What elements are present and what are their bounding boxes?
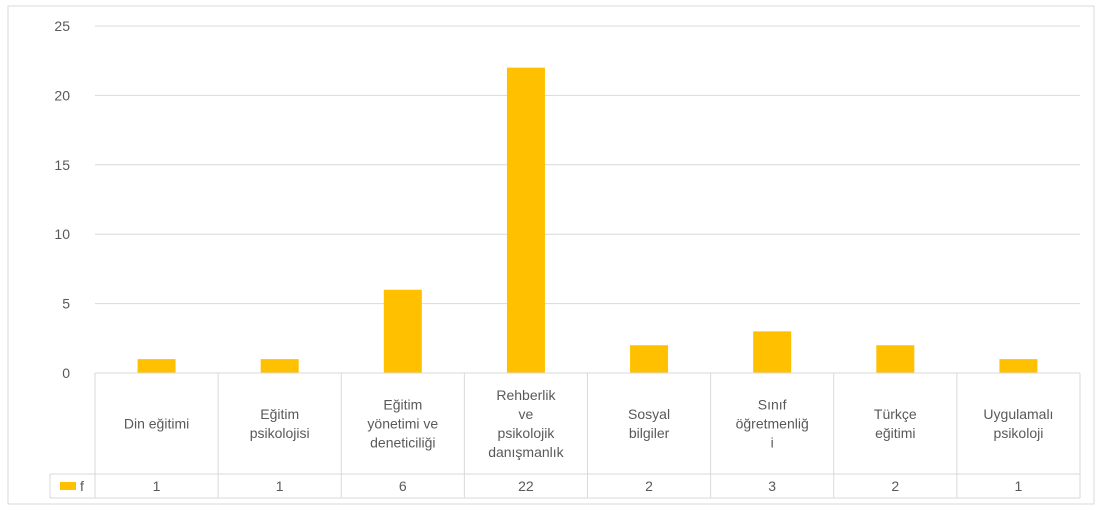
category-label: Rehberlik ve psikolojik danışmanlık xyxy=(488,387,564,460)
gridlines xyxy=(95,25,1080,305)
category-label-line: Sınıf xyxy=(758,396,787,412)
legend-label: f xyxy=(80,478,84,494)
bar xyxy=(260,359,299,373)
category-label-line: eğitimi xyxy=(875,425,915,441)
category-label-line: psikolojik xyxy=(498,425,556,441)
bar xyxy=(506,67,545,373)
category-label: Eğitim psikolojisi xyxy=(250,406,310,441)
category-label: Sınıf öğretmenliğ i xyxy=(736,396,809,450)
category-label-line: i xyxy=(771,434,774,450)
category-label-line: Eğitim xyxy=(260,406,299,422)
category-label: Sosyal bilgiler xyxy=(628,406,670,441)
legend-swatch xyxy=(60,482,76,490)
category-label-line: yönetimi ve xyxy=(367,415,438,431)
category-label-line: Eğitim xyxy=(383,396,422,412)
bar xyxy=(630,345,669,373)
data-table-value: 3 xyxy=(768,478,776,494)
y-tick-label: 15 xyxy=(54,157,70,173)
data-table: Din eğitimi Eğitim psikolojisi Eğitim yöneti… xyxy=(49,372,1081,499)
category-label: Uygulamalı psikoloji xyxy=(983,406,1053,441)
y-axis-ticks: 0 5 10 15 20 25 xyxy=(54,18,70,381)
category-label-line: psikolojisi xyxy=(250,425,310,441)
y-tick-label: 10 xyxy=(54,226,70,242)
y-tick-label: 5 xyxy=(62,296,70,312)
data-table-value: 1 xyxy=(153,478,161,494)
data-table-value: 1 xyxy=(1015,478,1023,494)
category-label-line: ve xyxy=(519,406,534,422)
bar xyxy=(999,359,1038,373)
category-label-line: Sosyal xyxy=(628,406,670,422)
bar xyxy=(383,289,422,373)
category-label-line: Din eğitimi xyxy=(124,415,189,431)
data-table-value: 1 xyxy=(276,478,284,494)
bar xyxy=(876,345,915,373)
y-tick-label: 0 xyxy=(62,365,70,381)
chart-border xyxy=(7,5,1095,505)
y-tick-label: 20 xyxy=(54,87,70,103)
data-table-value: 22 xyxy=(518,478,534,494)
bars xyxy=(137,67,1038,373)
category-label-line: Türkçe xyxy=(874,406,917,422)
category-label-line: Uygulamalı xyxy=(983,406,1053,422)
data-table-value: 6 xyxy=(399,478,407,494)
data-table-value: 2 xyxy=(645,478,653,494)
category-label: Eğitim yönetimi ve deneticiliği xyxy=(367,396,438,450)
y-tick-label: 25 xyxy=(54,18,70,34)
category-label: Din eğitimi xyxy=(124,415,189,431)
category-label: Türkçe eğitimi xyxy=(874,406,917,441)
category-label-line: deneticiliği xyxy=(370,434,435,450)
category-label-line: danışmanlık xyxy=(488,444,564,460)
category-label-line: psikoloji xyxy=(994,425,1044,441)
bar xyxy=(137,359,176,373)
category-label-line: öğretmenliğ xyxy=(736,415,809,431)
category-label-line: bilgiler xyxy=(629,425,670,441)
bar xyxy=(753,331,792,373)
data-table-value: 2 xyxy=(891,478,899,494)
category-label-line: Rehberlik xyxy=(496,387,556,403)
